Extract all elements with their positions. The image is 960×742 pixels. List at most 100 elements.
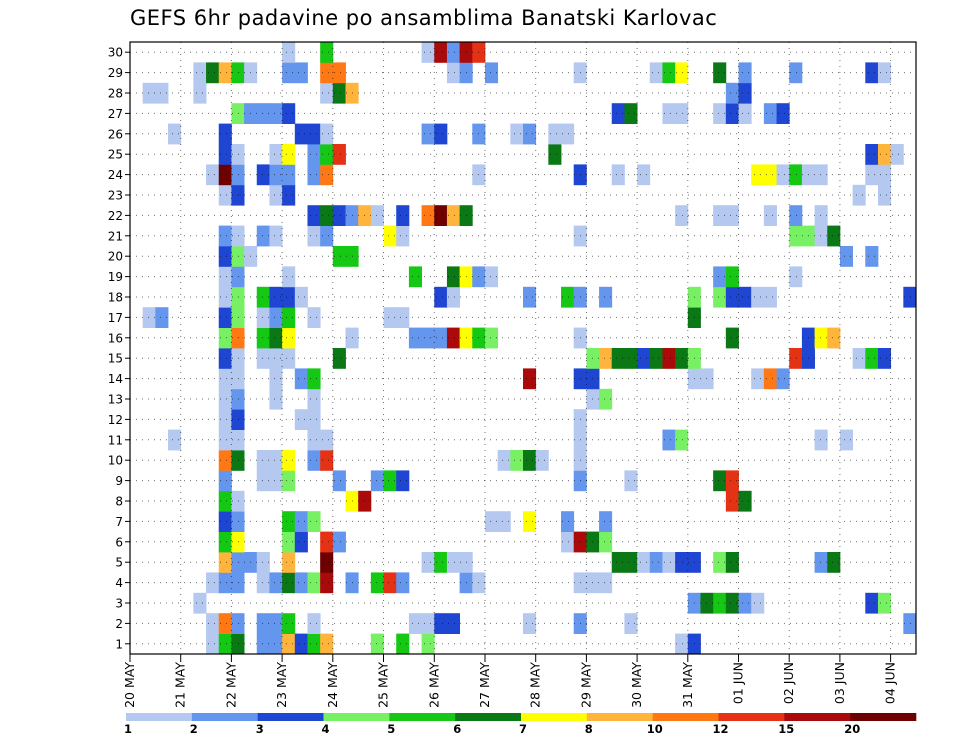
colorbar-label: 5 xyxy=(387,722,395,736)
heatmap-cell xyxy=(307,307,321,328)
y-tick-label: 26 xyxy=(108,127,123,141)
heatmap-cell xyxy=(256,613,270,634)
x-tick-label: 26 MAY xyxy=(426,662,441,708)
y-tick-label: 18 xyxy=(108,291,123,305)
y-tick-label: 2 xyxy=(115,617,123,631)
heatmap-cell xyxy=(320,62,334,84)
y-tick-label: 5 xyxy=(115,556,123,570)
heatmap-cell xyxy=(231,572,245,594)
heatmap-cell xyxy=(675,62,689,84)
y-tick-label: 8 xyxy=(115,495,123,509)
heatmap-cell xyxy=(256,572,270,594)
heatmap-cell xyxy=(269,348,283,369)
heatmap-cell xyxy=(269,164,283,186)
heatmap-cell xyxy=(713,286,727,308)
heatmap-cell xyxy=(231,450,245,471)
heatmap-cell xyxy=(206,613,220,634)
heatmap-cell xyxy=(218,144,232,165)
heatmap-cell xyxy=(611,164,625,186)
heatmap-cell xyxy=(332,531,346,553)
heatmap-cell xyxy=(269,450,283,471)
colorbar-swatch xyxy=(191,713,258,721)
heatmap-cell xyxy=(497,450,511,471)
y-tick-label: 1 xyxy=(115,637,123,651)
heatmap-cell xyxy=(624,470,638,492)
heatmap-cell xyxy=(839,429,854,451)
heatmap-cell xyxy=(332,62,346,84)
heatmap-cell xyxy=(218,409,232,430)
heatmap-cell xyxy=(877,348,892,369)
colorbar-swatch xyxy=(323,713,390,721)
heatmap-cell xyxy=(877,62,892,84)
heatmap-cell xyxy=(307,144,321,165)
colorbar-swatch xyxy=(718,713,785,721)
heatmap-cell xyxy=(231,429,245,451)
heatmap-cell xyxy=(282,572,296,594)
heatmap-cell xyxy=(396,205,410,226)
heatmap-cell xyxy=(256,164,270,186)
y-axis: 1234567891011121314151617181920212223242… xyxy=(108,46,130,651)
heatmap-cell xyxy=(218,266,232,288)
heatmap-cell xyxy=(789,348,803,369)
heatmap-cell xyxy=(700,368,714,390)
y-tick-label: 17 xyxy=(108,311,123,325)
heatmap-cell xyxy=(320,123,334,145)
heatmap-cell xyxy=(282,613,296,634)
heatmap-cell xyxy=(256,307,270,328)
heatmap-cell xyxy=(548,123,562,145)
heatmap-cell xyxy=(396,307,410,328)
heatmap-cell xyxy=(320,429,334,451)
heatmap-cell xyxy=(675,103,689,124)
heatmap-cell xyxy=(282,327,296,349)
heatmap-cell xyxy=(231,633,245,655)
heatmap-cell xyxy=(421,613,435,634)
heatmap-cell xyxy=(320,42,334,63)
heatmap-cell xyxy=(320,552,334,573)
heatmap-cell xyxy=(637,164,651,186)
heatmap-cell xyxy=(294,123,308,145)
heatmap-cell xyxy=(662,552,676,573)
heatmap-cell xyxy=(408,327,422,349)
colorbar-legend: 1 2 3 4 5 6 7 8 10 12 15 20 xyxy=(124,713,917,736)
heatmap-cell xyxy=(637,552,651,573)
heatmap-cell xyxy=(218,552,232,573)
heatmap-cell xyxy=(307,388,321,410)
heatmap-cell xyxy=(827,552,841,573)
heatmap-cell xyxy=(510,450,524,471)
heatmap-cell xyxy=(282,62,296,84)
heatmap-cell xyxy=(383,470,397,492)
heatmap-cell xyxy=(408,613,422,634)
heatmap-cell xyxy=(421,327,435,349)
heatmap-cell xyxy=(231,531,245,553)
x-tick-label: 20 MAY xyxy=(122,662,137,708)
heatmap-cell xyxy=(231,490,245,512)
heatmap-cell xyxy=(307,123,321,145)
heatmap-cell xyxy=(599,572,613,594)
heatmap-cell xyxy=(218,286,232,308)
heatmap-cell xyxy=(307,368,321,390)
x-tick-label: 27 MAY xyxy=(477,662,492,708)
y-tick-label: 9 xyxy=(115,474,123,488)
heatmap-cell xyxy=(776,103,790,124)
heatmap-cell xyxy=(231,184,245,206)
y-tick-label: 29 xyxy=(108,66,123,80)
heatmap-cell xyxy=(307,633,321,655)
y-tick-label: 25 xyxy=(108,148,123,162)
heatmap-cell xyxy=(611,348,625,369)
heatmap-cell xyxy=(865,144,879,165)
heatmap-cell xyxy=(446,552,461,573)
plot-frame xyxy=(129,41,917,655)
heatmap-cell xyxy=(446,613,461,634)
x-tick-label: 03 JUN xyxy=(832,662,847,704)
heatmap-cell xyxy=(396,633,410,655)
heatmap-cell xyxy=(256,450,270,471)
heatmap-cell xyxy=(269,103,283,124)
heatmap-cell xyxy=(282,42,296,63)
colorbar-label: 3 xyxy=(256,722,264,736)
heatmap-cell xyxy=(370,205,384,226)
heatmap-cell xyxy=(307,429,321,451)
heatmap-cell xyxy=(434,123,448,145)
heatmap-cell xyxy=(155,82,169,104)
heatmap-cell xyxy=(320,164,334,186)
heatmap-cell xyxy=(320,572,334,594)
